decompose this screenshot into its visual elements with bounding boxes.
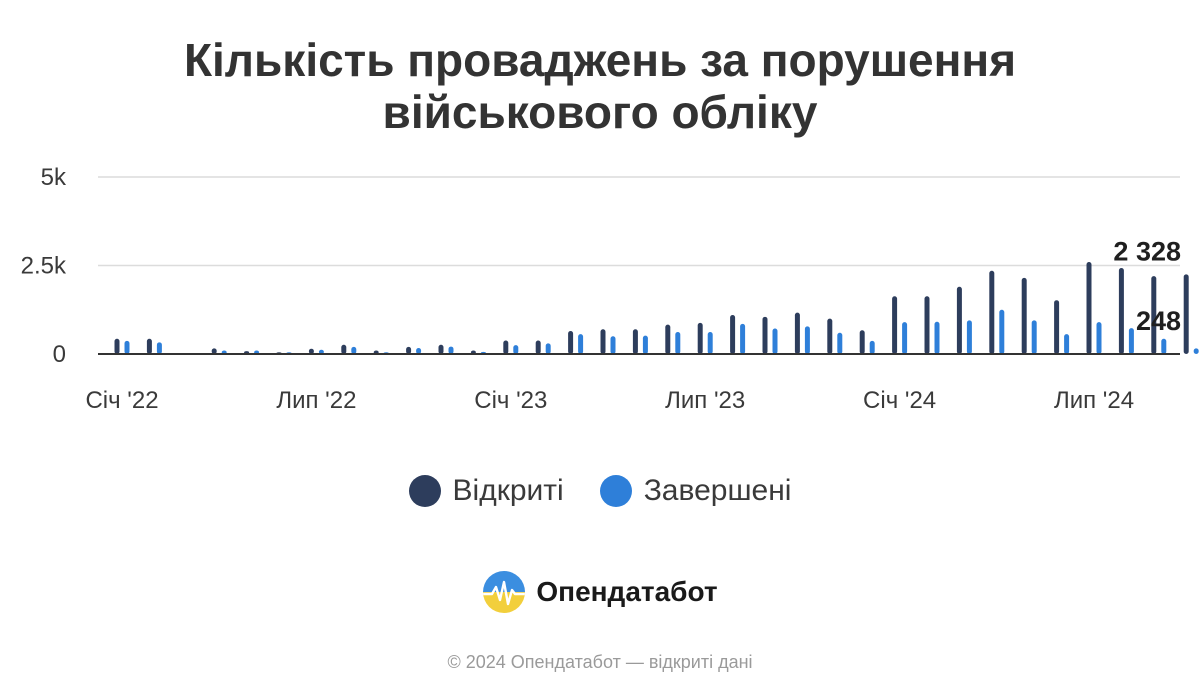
bar-opened [1183, 274, 1189, 354]
bar-closed [837, 332, 843, 354]
bar-closed [772, 328, 778, 354]
bar-closed [902, 322, 908, 354]
bar-opened [308, 348, 314, 354]
y-tick-label: 5k [41, 164, 67, 191]
x-tick-label: Лип '24 [1054, 387, 1134, 414]
bar-opened [503, 340, 509, 354]
bar-opened [1151, 276, 1157, 354]
bar-opened [632, 329, 638, 354]
bar-opened [730, 315, 736, 354]
bar-opened [341, 344, 347, 354]
bar-opened [146, 338, 152, 354]
bar-closed [578, 334, 584, 354]
bar-closed [966, 320, 972, 354]
x-tick-label: Січ '24 [863, 387, 936, 414]
bar-closed [351, 346, 357, 354]
bar-opened [924, 296, 930, 354]
bar-closed [1031, 320, 1037, 354]
bar-opened [535, 340, 541, 354]
data-label-opened: 2 328 [1113, 236, 1181, 266]
chart-title-line1: Кількість проваджень за порушення [183, 34, 1017, 86]
bar-opened [114, 338, 120, 354]
legend-label-opened: Відкриті [452, 474, 564, 507]
chart-title: Кількість проваджень за порушення військ… [0, 34, 1200, 138]
bar-opened [989, 270, 995, 354]
bar-closed [1096, 322, 1102, 354]
bar-closed [999, 309, 1005, 354]
bar-opened [1021, 277, 1027, 354]
bar-closed [707, 332, 713, 354]
bar-closed [513, 345, 519, 354]
bar-closed [124, 340, 130, 354]
bar-opened [665, 324, 671, 354]
x-tick-label: Лип '23 [665, 387, 745, 414]
bar-closed [1064, 334, 1070, 354]
y-tick-label: 0 [53, 341, 66, 368]
bar-chart: 0 2.5k 5k Січ '22 Лип '22 Січ '23 Лип '23 Січ '… [21, 164, 1199, 414]
y-tick-label: 2.5k [21, 253, 67, 280]
bar-closed [1161, 338, 1167, 354]
bar-closed [1193, 348, 1199, 354]
bar-opened [794, 312, 800, 354]
bar-closed [318, 349, 324, 354]
bar-closed [1128, 328, 1134, 354]
legend-label-closed: Завершені [643, 474, 792, 507]
x-tick-label: Січ '23 [474, 387, 547, 414]
bar-opened [1118, 267, 1124, 354]
brand-name: Опендатабот [536, 576, 718, 607]
bar-closed [416, 347, 422, 354]
bar-opened [1054, 300, 1060, 354]
bar-opened [956, 286, 962, 354]
bar-opened [697, 322, 703, 354]
bar-closed [448, 346, 454, 354]
bar-opened [827, 318, 833, 354]
bar-opened [211, 348, 217, 354]
legend-marker-opened [408, 475, 441, 507]
x-tick-label: Лип '22 [276, 387, 356, 414]
bar-closed [610, 336, 616, 354]
legend: Відкриті Завершені [0, 474, 1200, 508]
brand: Опендатабот [0, 570, 1200, 614]
bar-opened [892, 296, 898, 354]
bar-closed [642, 335, 648, 354]
legend-item-closed[interactable]: Завершені [599, 474, 792, 508]
legend-marker-closed [599, 475, 632, 507]
bar-closed [545, 343, 551, 354]
bar-closed [869, 340, 875, 354]
bar-opened [600, 329, 606, 354]
opendatabot-logo-icon [483, 571, 526, 613]
bar-closed [675, 332, 681, 354]
bar-closed [156, 342, 162, 354]
bar-opened [438, 344, 444, 354]
bar-closed [804, 326, 810, 354]
data-label-closed: 248 [1136, 306, 1181, 336]
x-tick-label: Січ '22 [85, 387, 158, 414]
bar-opened [406, 346, 412, 354]
footer-copyright: © 2024 Опендатабот — відкриті дані [447, 652, 753, 672]
bar-opened [1086, 261, 1092, 354]
bar-closed [740, 323, 746, 354]
legend-item-opened[interactable]: Відкриті [408, 474, 564, 508]
bar-opened [568, 330, 574, 354]
bar-closed [934, 321, 940, 354]
bar-opened [859, 330, 865, 354]
chart-title-line2: військового обліку [382, 86, 818, 138]
bar-opened [762, 316, 768, 354]
